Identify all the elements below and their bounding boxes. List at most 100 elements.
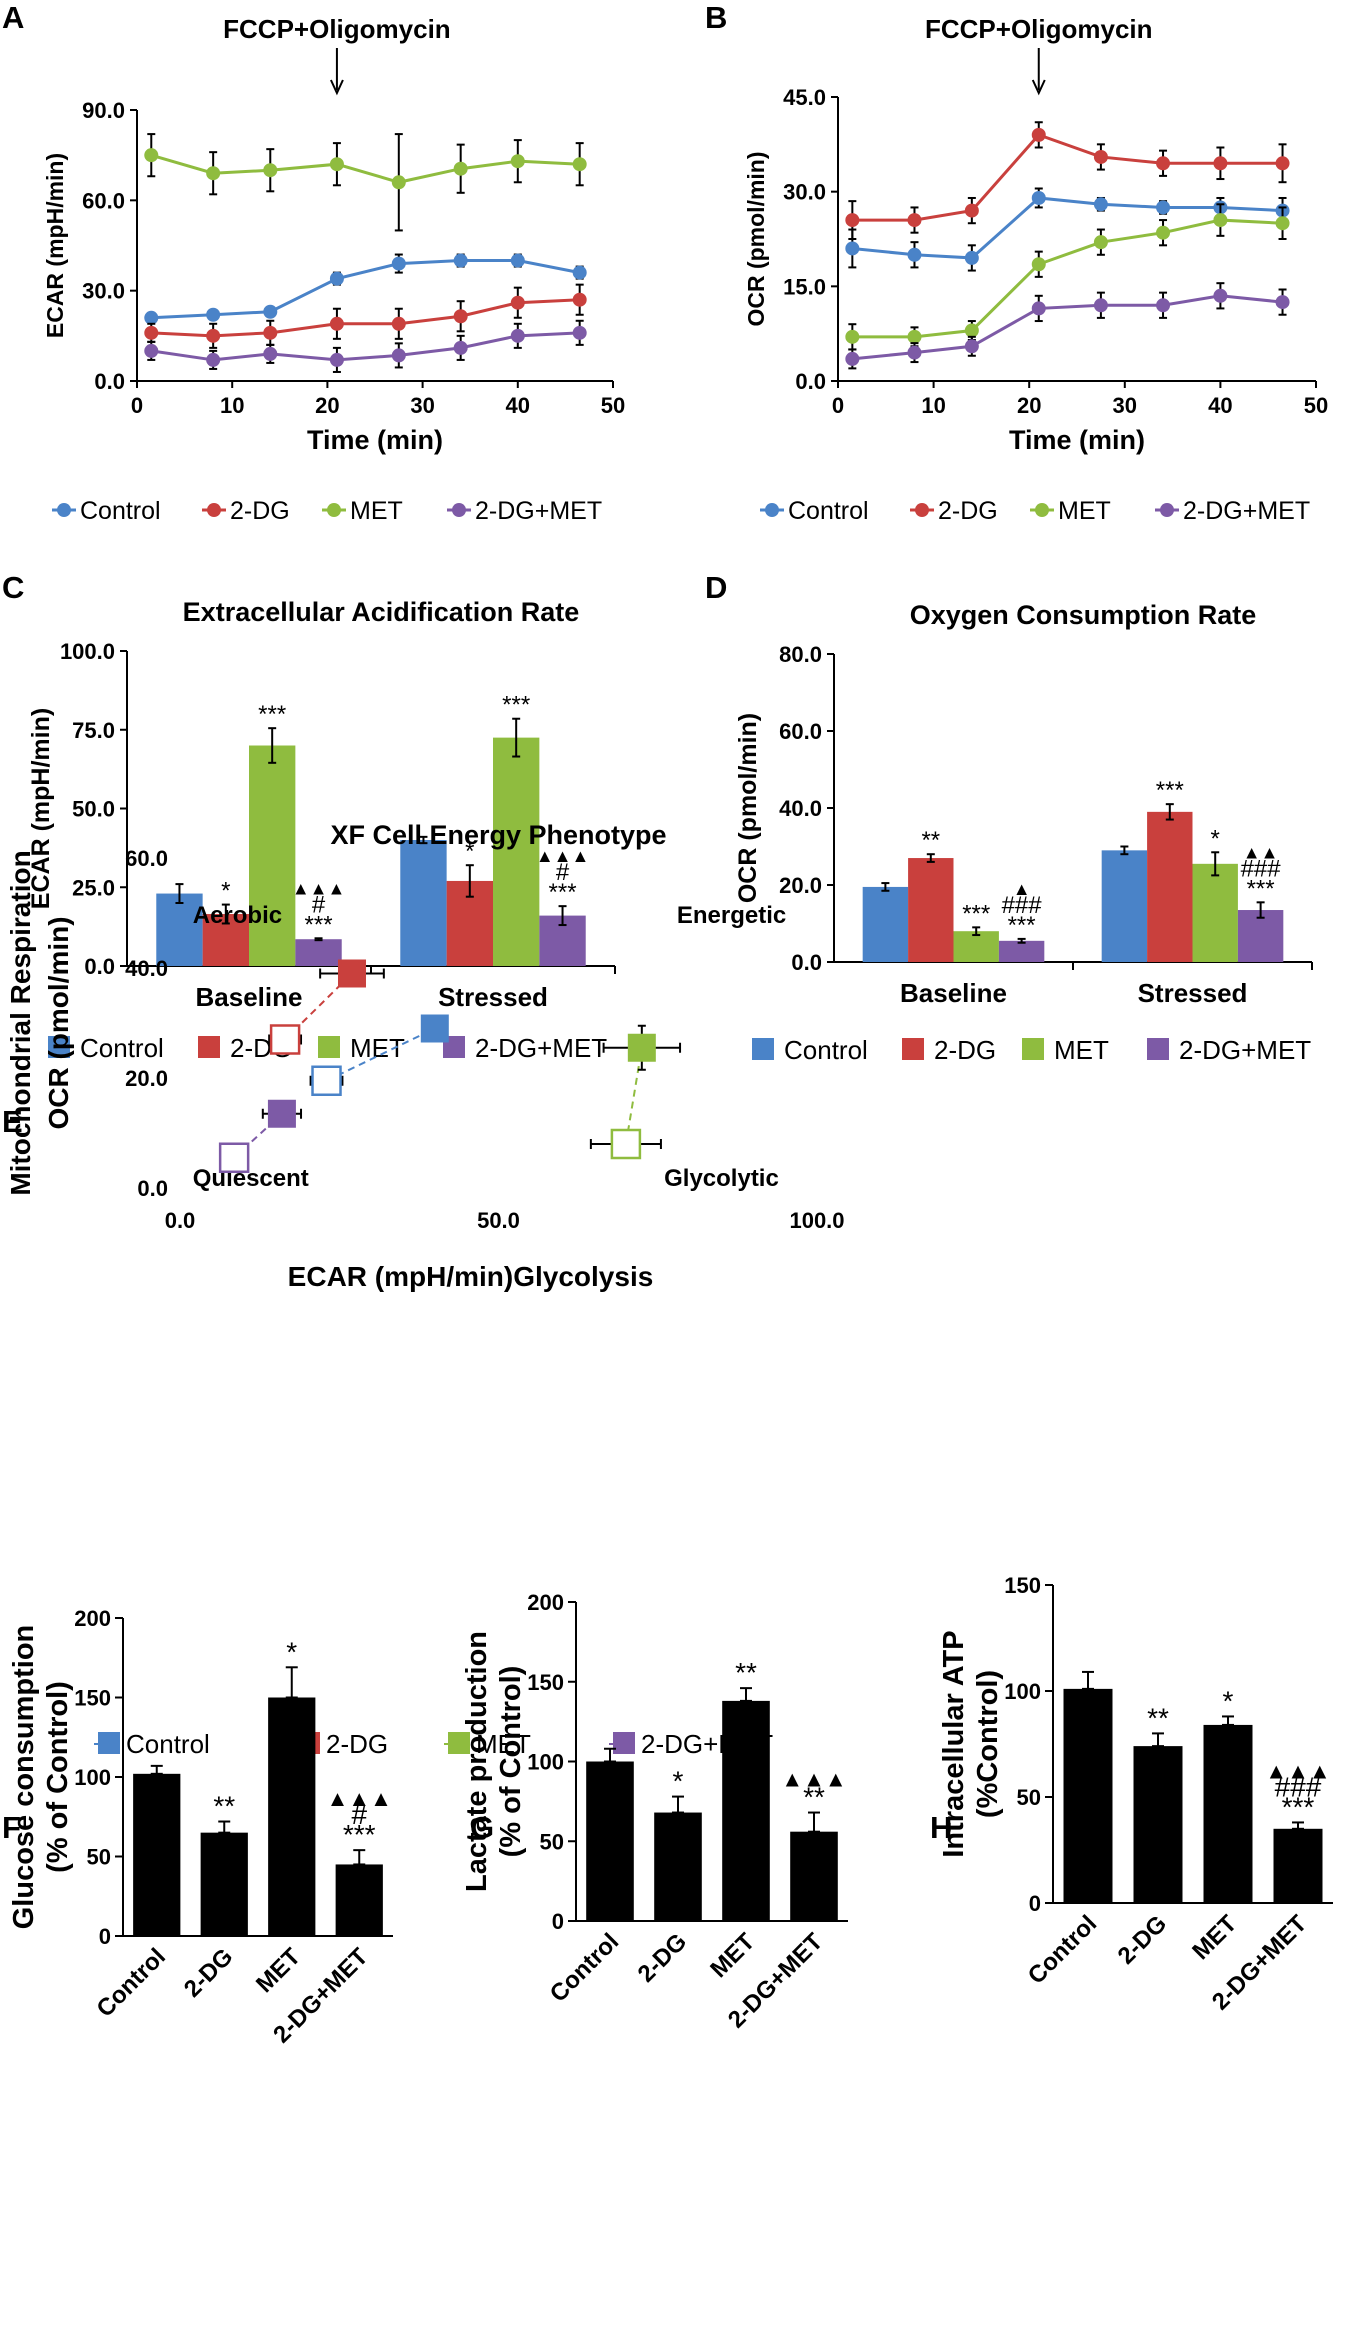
bar-2-DG-label-0: **	[213, 1791, 235, 1822]
data-point-2-DG	[964, 203, 979, 218]
data-point-2-DG+MET	[1275, 295, 1290, 310]
quadrant-quiescent: Quiescent	[193, 1165, 309, 1192]
annotation-label: FCCP+Oligomycin	[223, 14, 451, 44]
bar-MET	[268, 1697, 316, 1936]
data-point-MET	[329, 157, 344, 172]
legend-label: MET	[1054, 1035, 1109, 1065]
y-tick-label: 100	[74, 1765, 111, 1790]
legend-label: Control	[784, 1035, 868, 1065]
bar-2-DG+MET-Baseline-label-1: #	[312, 891, 326, 918]
data-point-Control	[964, 250, 979, 265]
bar-2-DG-Baseline-label-0: *	[221, 878, 230, 905]
x-tick-label: 20	[315, 393, 339, 418]
bar-MET-Stressed	[493, 737, 540, 966]
data-point-MET	[964, 323, 979, 338]
annotation-arrowhead	[330, 79, 344, 96]
bar-2-DG-Stressed-label-0: ***	[1156, 777, 1184, 804]
data-point-2-DG	[845, 213, 860, 228]
connector-Control	[326, 1027, 436, 1082]
bar-MET-Baseline	[249, 745, 296, 966]
legend-label: 2-DG	[326, 1729, 388, 1759]
legend-label: 2-DG	[230, 497, 290, 525]
legend-label: 2-DG+MET	[475, 497, 602, 525]
chart-title: Oxygen Consumption Rate	[910, 600, 1257, 630]
bar-2-DG-Baseline	[908, 858, 954, 962]
bar-Control-Baseline	[156, 893, 203, 966]
bar-2-DG+MET-Baseline	[295, 939, 342, 966]
bar-Control-Stressed	[400, 840, 447, 966]
data-point-MET	[1093, 235, 1108, 250]
legend-marker	[1035, 503, 1049, 517]
series-line-MET	[150, 153, 580, 184]
data-point-Control	[510, 253, 525, 268]
data-point-2-DG	[453, 309, 468, 324]
quadrant-glycolytic: Glycolytic	[664, 1165, 779, 1192]
y-axis-title: OCR (pmol/min)	[734, 713, 762, 903]
x-tick-label: 40	[506, 393, 530, 418]
x-axis-title: Time (min)	[307, 425, 443, 455]
panel-a: 0.0 30.0 60.0 90.0 0 10 20 30 40 50 Time (min) ECAR…	[42, 14, 625, 525]
y-tick-label: 15.0	[783, 274, 826, 299]
panel-g: 0 50 100 150 200 Lactate production (% of Cont…	[461, 1590, 848, 2034]
legend-marker	[1160, 503, 1174, 517]
legend-label: Control	[126, 1729, 210, 1759]
bar-MET-label-0: *	[1223, 1685, 1234, 1716]
panel-letter-f: F	[2, 1810, 21, 1845]
x-category-label: Baseline	[900, 978, 1007, 1008]
legend-swatch	[613, 1732, 635, 1754]
bar-2-DG+MET-Baseline-label-2: ▲▲▲	[292, 878, 345, 898]
x-tick-label: 0.0	[165, 1208, 196, 1233]
y-tick-label: 20.0	[779, 873, 822, 898]
data-point-Control	[391, 256, 406, 271]
bar-2-DG+MET	[790, 1831, 838, 1921]
y-tick-label: 60.0	[82, 188, 125, 213]
y-tick-label: 0	[1029, 1891, 1041, 1916]
data-point-2-DG	[510, 295, 525, 310]
data-point-2-DG	[907, 213, 922, 228]
chart-title: XF Cell Energy Phenotype	[330, 820, 666, 850]
x-category-label: MET	[705, 1928, 760, 1983]
y-tick-label: 60.0	[779, 719, 822, 744]
data-point-2-DG	[206, 328, 221, 343]
data-point-2-DG+MET	[453, 340, 468, 355]
data-point-2-DG	[263, 325, 278, 340]
bar-2-DG-Stressed-label-0: *	[465, 838, 474, 865]
x-category-label: Stressed	[1138, 978, 1248, 1008]
bar-2-DG+MET-Stressed-label-0: ***	[549, 879, 577, 906]
x-category-label: 2-DG	[179, 1943, 239, 2003]
data-point-Control	[1156, 200, 1171, 215]
bar-2-DG+MET-label-0: **	[803, 1782, 825, 1813]
x-tick-label: 100.0	[789, 1208, 844, 1233]
bar-MET-Baseline-label-0: ***	[258, 701, 286, 728]
legend-label: 2-DG+MET	[1179, 1035, 1311, 1065]
y-tick-label: 75.0	[72, 718, 115, 743]
data-point-Control	[1031, 190, 1046, 205]
bar-2-DG+MET-label-1: #	[351, 1799, 367, 1830]
bar-2-DG+MET-Stressed-label-2: ▲▲▲	[536, 846, 589, 866]
series-line-2-DG+MET	[852, 294, 1283, 361]
panel-h: 0 50 100 150 Intracellular ATP (%Control) Cont…	[938, 1573, 1333, 2016]
bar-2-DG+MET-Baseline-label-2: ▲	[1013, 879, 1031, 899]
legend-swatch	[752, 1038, 774, 1060]
y-tick-label: 100.0	[60, 639, 115, 664]
y-tick-label: 0	[552, 1909, 564, 1934]
panel-letter-a: A	[2, 0, 24, 35]
x-category-label: Control	[1023, 1910, 1102, 1989]
legend-label: 2-DG	[938, 497, 998, 525]
y-axis-title: ECAR (mpH/min)	[27, 708, 55, 909]
bar-Control-Stressed	[1101, 850, 1148, 962]
legend-marker	[57, 503, 71, 517]
bar-2-DG	[1133, 1746, 1183, 1903]
data-point-Control	[263, 304, 278, 319]
data-point-2-DG+MET	[263, 346, 278, 361]
bar-MET-Stressed-label-0: *	[1211, 825, 1220, 852]
data-point-MET	[907, 329, 922, 344]
series-line-Control	[151, 259, 580, 320]
legend-marker	[915, 503, 929, 517]
data-point-2-DG	[1275, 156, 1290, 171]
y-tick-label: 100	[527, 1750, 564, 1775]
data-point-Control	[329, 271, 344, 286]
data-point-2-DG+MET	[1156, 298, 1171, 313]
series-line-2-DG	[852, 133, 1283, 222]
data-point-Control	[845, 241, 860, 256]
